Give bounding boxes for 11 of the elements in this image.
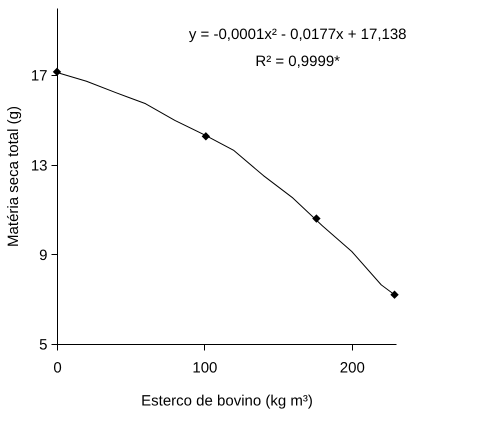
annotation: y = -0,0001x² - 0,0177x + 17,138	[188, 26, 407, 43]
x-axis-title: Esterco de bovino (kg m³)	[141, 392, 313, 410]
y-tick-label: 5	[39, 336, 48, 354]
y-tick-label: 9	[39, 246, 48, 264]
x-tick-label: 200	[340, 360, 365, 376]
x-tick-label: 0	[53, 360, 62, 376]
y-tick-label: 13	[30, 157, 48, 174]
y-axis-title: Matéria seca total (g)	[4, 106, 22, 247]
y-tick-label: 17	[30, 68, 48, 85]
x-tick-label: 100	[192, 360, 218, 376]
annotation: R² = 0,9999*	[255, 53, 340, 70]
